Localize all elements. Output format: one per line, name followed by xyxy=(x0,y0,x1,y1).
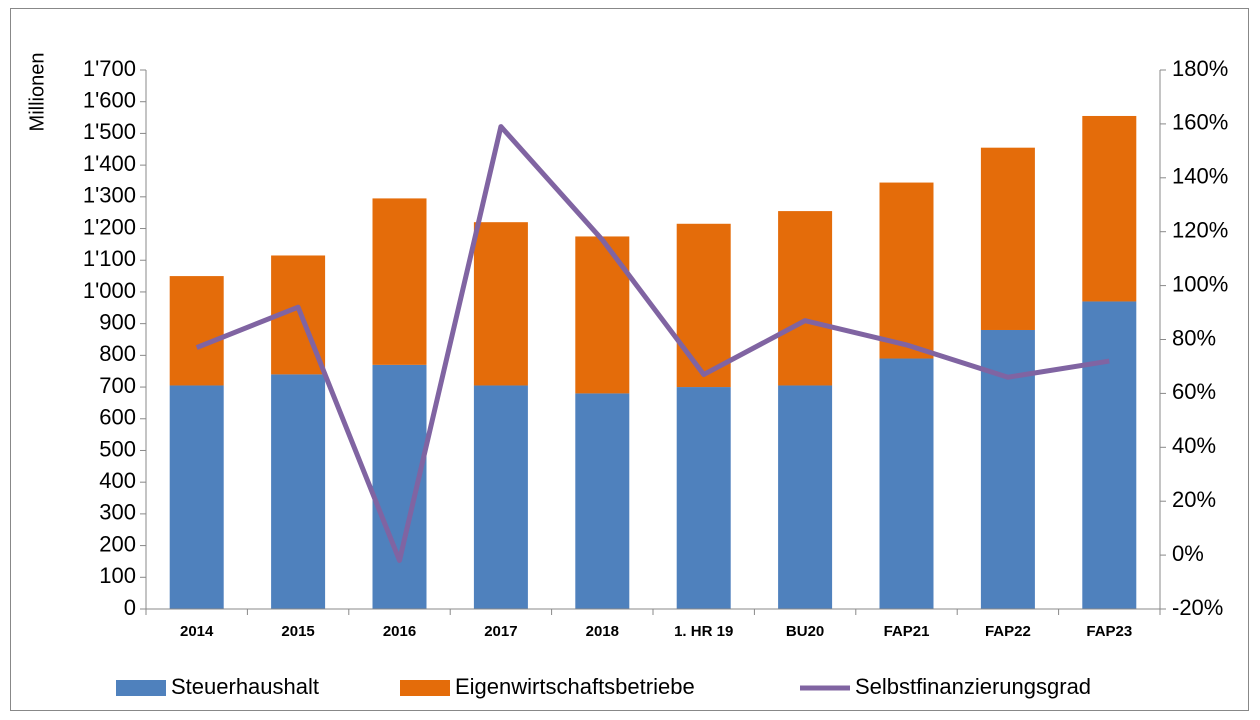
x-tick-label: 2017 xyxy=(484,623,517,640)
y-tick-label: 1'400 xyxy=(83,151,136,176)
y-tick-label: 400 xyxy=(99,468,136,493)
bar xyxy=(778,211,833,386)
bar xyxy=(879,182,934,359)
y2-tick-label: -20% xyxy=(1172,595,1223,620)
x-tick-label: 2016 xyxy=(383,623,416,640)
x-tick-label: FAP22 xyxy=(985,623,1031,640)
x-tick-label: 2018 xyxy=(586,623,619,640)
y2-tick-label: 120% xyxy=(1172,218,1228,243)
y-tick-label: 1'600 xyxy=(83,88,136,113)
bar xyxy=(778,385,833,609)
y-axis-title: Millionen xyxy=(26,53,48,132)
x-tick-label: 2015 xyxy=(281,623,314,640)
bar xyxy=(879,358,934,609)
bar xyxy=(473,385,528,609)
legend-swatch xyxy=(400,680,450,696)
bar xyxy=(676,223,731,388)
x-tick-label: BU20 xyxy=(786,623,824,640)
bar xyxy=(676,387,731,609)
x-tick-label: FAP21 xyxy=(884,623,930,640)
y2-tick-label: 160% xyxy=(1172,110,1228,135)
x-tick-label: 2014 xyxy=(180,623,214,640)
y2-tick-label: 100% xyxy=(1172,271,1228,296)
y-tick-label: 0 xyxy=(124,595,136,620)
bar xyxy=(575,393,630,609)
y-tick-label: 200 xyxy=(99,531,136,556)
y2-tick-label: 20% xyxy=(1172,487,1216,512)
x-tick-label: FAP23 xyxy=(1086,623,1132,640)
bar xyxy=(169,276,224,386)
bar xyxy=(372,198,427,365)
y2-tick-label: 140% xyxy=(1172,164,1228,189)
legend-label: Selbstfinanzierungsgrad xyxy=(855,674,1091,699)
y2-tick-label: 80% xyxy=(1172,325,1216,350)
y-tick-label: 900 xyxy=(99,309,136,334)
bar xyxy=(271,374,326,609)
bar xyxy=(1082,301,1137,609)
chart-border xyxy=(10,8,1249,711)
y2-tick-label: 60% xyxy=(1172,379,1216,404)
y2-tick-label: 0% xyxy=(1172,541,1204,566)
y-tick-label: 600 xyxy=(99,405,136,430)
x-tick-label: 1. HR 19 xyxy=(674,623,733,640)
line xyxy=(195,124,1110,563)
legend-swatch xyxy=(116,680,166,696)
y-tick-label: 100 xyxy=(99,563,136,588)
y-tick-label: 1'200 xyxy=(83,214,136,239)
bar xyxy=(169,385,224,609)
bar xyxy=(980,147,1035,330)
y2-tick-label: 40% xyxy=(1172,433,1216,458)
legend-label: Eigenwirtschaftsbetriebe xyxy=(455,674,695,699)
bar xyxy=(575,236,630,394)
y-tick-label: 1'300 xyxy=(83,183,136,208)
legend-label: Steuerhaushalt xyxy=(171,674,319,699)
y-tick-label: 300 xyxy=(99,500,136,525)
y-tick-label: 1'700 xyxy=(83,56,136,81)
bar xyxy=(473,222,528,386)
y-tick-label: 700 xyxy=(99,373,136,398)
y-tick-label: 1'000 xyxy=(83,278,136,303)
y-tick-label: 1'500 xyxy=(83,119,136,144)
y2-tick-label: 180% xyxy=(1172,56,1228,81)
y-tick-label: 500 xyxy=(99,436,136,461)
y-tick-label: 1'100 xyxy=(83,246,136,271)
bar xyxy=(1082,115,1137,302)
y-tick-label: 800 xyxy=(99,341,136,366)
